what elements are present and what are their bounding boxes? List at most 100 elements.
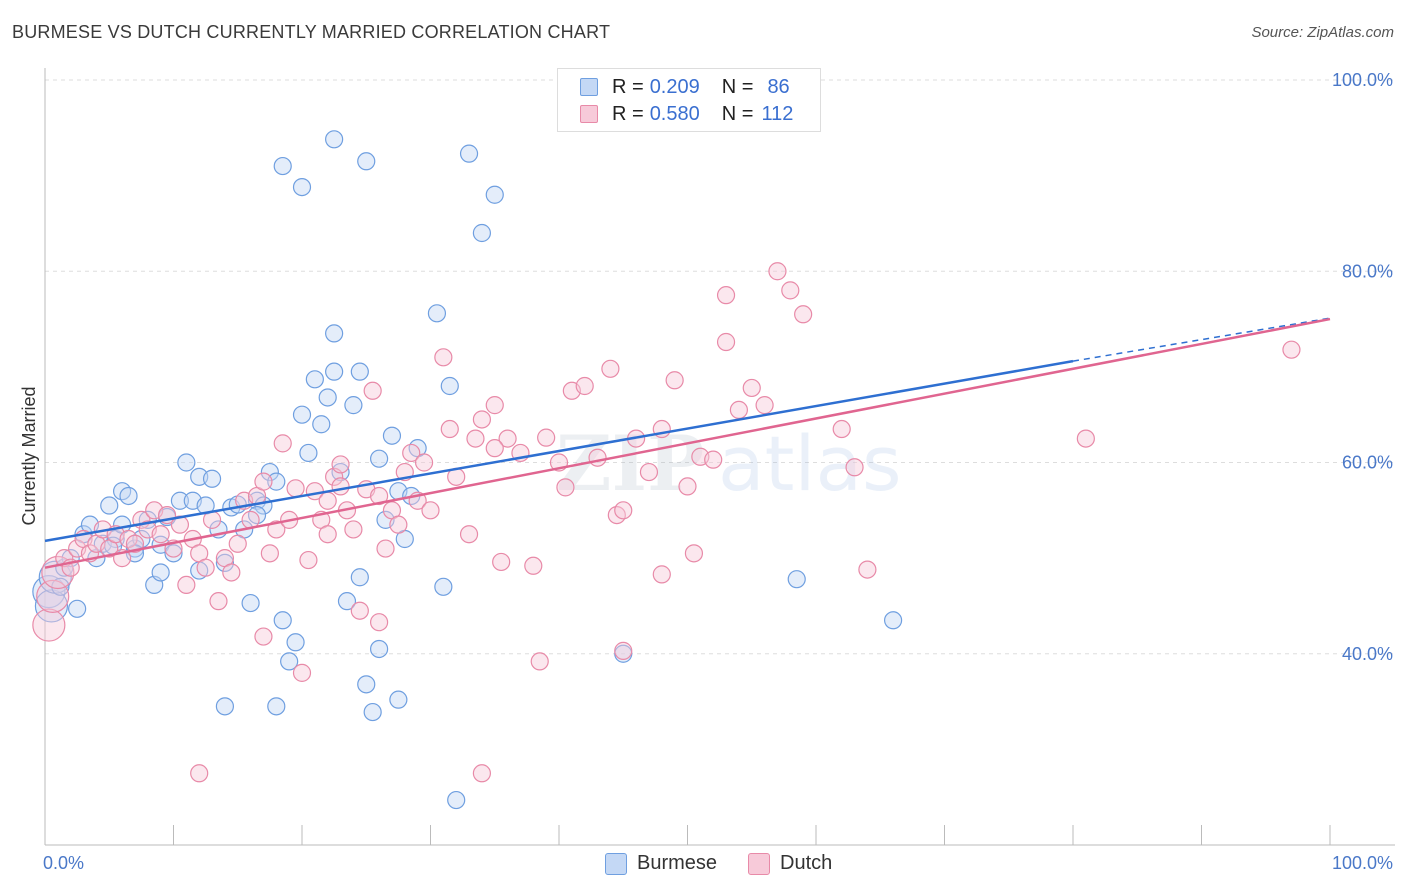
burmese-point (472, 223, 491, 243)
dutch-point (370, 613, 389, 632)
dutch-point (318, 491, 337, 510)
legend-n-value: 86 (767, 75, 790, 98)
dutch-point (498, 429, 517, 448)
dutch-point (678, 477, 697, 496)
dutch-point (196, 558, 215, 577)
burmese-point (299, 443, 318, 463)
burmese-point (427, 304, 447, 323)
burmese-point (260, 462, 279, 482)
tick-labels: 40.0% 60.0% 80.0% 100.0% 0.0% 100.0% (43, 70, 1393, 873)
legend-item-dutch[interactable]: Dutch (748, 852, 832, 875)
burmese-point (447, 790, 466, 810)
dutch-point (318, 525, 337, 544)
burmese-point (363, 702, 382, 722)
dutch-point (524, 556, 543, 575)
dutch-point (716, 286, 736, 305)
dutch-legend-swatch (748, 852, 770, 875)
legend-n-value: 112 (761, 102, 794, 125)
burmese-point (280, 652, 299, 671)
burmese-point (119, 486, 138, 506)
dutch-point (485, 439, 504, 458)
burmese-swatch (580, 78, 598, 96)
burmese-point (370, 639, 389, 659)
dutch-point (459, 525, 479, 544)
burmese-point (350, 568, 369, 587)
dutch-point (614, 501, 633, 520)
dutch-point (575, 376, 594, 396)
burmese-point (215, 553, 234, 573)
burmese-point (177, 453, 196, 472)
dutch-point (350, 601, 369, 620)
dutch-point (639, 462, 659, 482)
burmese-point (292, 405, 312, 424)
burmese-point (337, 592, 357, 611)
burmese-legend-swatch (605, 852, 627, 875)
burmese-point (151, 563, 170, 582)
chart-title: BURMESE VS DUTCH CURRENTLY MARRIED CORRE… (12, 22, 611, 42)
dutch-point (177, 575, 196, 595)
dutch-point (845, 458, 864, 477)
dutch-point (704, 450, 723, 469)
dutch-point (684, 544, 704, 563)
dutch-point (254, 627, 273, 646)
y-tick-label: 40.0% (1342, 644, 1393, 664)
burmese-point (273, 156, 292, 176)
dutch-point (530, 652, 549, 671)
legend-row-dutch: R = 0.580 N = 112 (580, 102, 793, 126)
axes (44, 68, 1395, 846)
zipatlas-watermark: ZIP atlas (556, 419, 902, 508)
y-tick-label: 100.0% (1332, 70, 1393, 90)
dutch-point (588, 448, 607, 467)
dutch-point (556, 478, 575, 497)
dutch-point (537, 428, 556, 447)
burmese-point (170, 491, 190, 510)
burmese-point (312, 415, 331, 434)
dutch-point (794, 305, 813, 324)
burmese-point (286, 633, 305, 652)
burmese-trend-line (44, 359, 1074, 543)
burmese-point (382, 426, 402, 445)
dutch-point (370, 486, 389, 506)
dutch-point (716, 332, 736, 352)
burmese-point (292, 178, 312, 197)
series-legend: Burmese Dutch (0, 852, 1406, 878)
dutch-point (267, 520, 286, 539)
burmese-point (202, 469, 222, 488)
dutch-point (299, 550, 318, 570)
burmese-point (434, 577, 453, 596)
burmese-point (389, 690, 408, 709)
legend-row-burmese: R = 0.209 N = 86 (580, 75, 790, 99)
dutch-point (832, 419, 851, 439)
dutch-point (402, 443, 421, 463)
dutch-point (331, 455, 350, 474)
y-tick-label: 80.0% (1342, 261, 1393, 281)
dutch-point (32, 608, 66, 642)
dutch-point (389, 515, 408, 534)
dutch-point (363, 381, 382, 400)
grid-lines (45, 79, 1395, 655)
burmese-point (325, 324, 344, 343)
dutch-point (755, 396, 774, 415)
dutch-point (472, 764, 491, 783)
burmese-point (34, 589, 69, 623)
legend-n-label: N = (721, 102, 754, 125)
burmese-point (325, 130, 344, 149)
burmese-point (357, 675, 376, 694)
dutch-point (601, 359, 620, 378)
y-tick-label: 60.0% (1342, 453, 1393, 473)
dutch-point (222, 563, 241, 582)
y-axis-label: Currently Married (19, 386, 39, 525)
burmese-point (318, 388, 337, 407)
dutch-point (742, 378, 761, 398)
dutch-point (665, 371, 684, 390)
burmese-point (787, 570, 806, 589)
watermark-atlas: atlas (718, 419, 902, 508)
burmese-point (215, 697, 234, 716)
burmese-point (164, 544, 183, 563)
dutch-point (472, 410, 491, 429)
burmese-point (325, 362, 344, 381)
dutch-point (768, 262, 787, 281)
dutch-point (1076, 429, 1095, 448)
trend-lines (44, 317, 1331, 569)
legend-item-burmese[interactable]: Burmese (605, 852, 717, 875)
